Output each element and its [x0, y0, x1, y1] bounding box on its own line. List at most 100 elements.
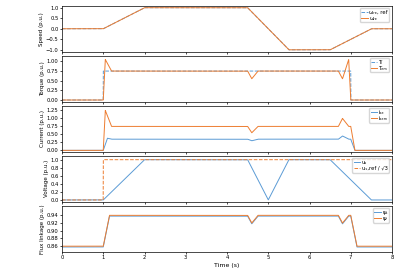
- ωᵣₑ: [363, 30, 368, 33]
- iₛₑ: [363, 149, 368, 152]
- Line: ψᵣ: ψᵣ: [62, 215, 392, 246]
- uₛ,ref / √3: [198, 158, 203, 161]
- iₛₑ: [299, 137, 304, 141]
- Line: iₛₑₘ: iₛₑₘ: [62, 111, 392, 150]
- uₛ,ref / √3: [201, 158, 206, 161]
- ωᵣₑ, ref: [198, 6, 203, 10]
- Tₑₘ: [380, 98, 384, 102]
- Y-axis label: Torque (p.u.): Torque (p.u.): [40, 61, 45, 96]
- Tₗ: [60, 98, 64, 102]
- Tₗ: [101, 69, 106, 73]
- Legend: iₛₑ, iₛₑₘ: iₛₑ, iₛₑₘ: [369, 108, 389, 123]
- ωᵣₑ, ref: [142, 6, 147, 10]
- uₛ,ref / √3: [216, 158, 221, 161]
- uₛ: [390, 198, 394, 202]
- iₛₑ: [60, 149, 64, 152]
- iₛₑₘ: [380, 149, 384, 152]
- Legend: uₛ, uₛ,ref / √3: uₛ, uₛ,ref / √3: [352, 158, 389, 172]
- ψₛ: [300, 214, 304, 218]
- ωᵣₑ, ref: [363, 30, 368, 33]
- Line: Tₗ: Tₗ: [62, 71, 392, 100]
- uₛ: [363, 193, 368, 196]
- Line: Tₑₘ: Tₑₘ: [62, 60, 392, 100]
- uₛ: [216, 158, 221, 161]
- iₛₑ: [380, 149, 384, 152]
- Tₗ: [363, 98, 368, 102]
- ψᵣ: [198, 214, 203, 217]
- Tₑₘ: [60, 98, 64, 102]
- ψₛ: [201, 214, 206, 218]
- iₛₑ: [198, 137, 203, 141]
- ωᵣₑ, ref: [201, 6, 206, 10]
- Y-axis label: Current (p.u.): Current (p.u.): [40, 110, 45, 147]
- Line: ψₛ: ψₛ: [62, 216, 392, 247]
- iₛₑ: [340, 134, 345, 138]
- ψᵣ: [216, 214, 221, 217]
- Y-axis label: Voltage (p.u.): Voltage (p.u.): [44, 160, 49, 197]
- iₛₑₘ: [390, 149, 394, 152]
- uₛ: [198, 158, 203, 161]
- ψᵣ: [380, 244, 384, 248]
- iₛₑₘ: [198, 125, 203, 128]
- Tₗ: [198, 69, 203, 73]
- ωᵣₑ, ref: [286, 48, 291, 52]
- uₛ: [60, 198, 64, 202]
- ψᵣ: [107, 214, 112, 217]
- Line: uₛ: uₛ: [62, 160, 392, 200]
- ψᵣ: [363, 244, 368, 248]
- Legend: ωᵣₑ, ref, ωᵣₑ: ωᵣₑ, ref, ωᵣₑ: [360, 8, 389, 22]
- Tₑₘ: [390, 98, 394, 102]
- ωᵣₑ: [142, 6, 147, 10]
- ωᵣₑ: [201, 6, 206, 10]
- Line: uₛ,ref / √3: uₛ,ref / √3: [62, 160, 392, 200]
- uₛ: [380, 198, 384, 202]
- ψₛ: [363, 245, 368, 249]
- ωᵣₑ: [198, 6, 203, 10]
- ωᵣₑ: [380, 27, 384, 31]
- Line: ωᵣₑ, ref: ωᵣₑ, ref: [62, 8, 392, 50]
- uₛ: [142, 158, 147, 161]
- ψₛ: [380, 245, 384, 249]
- ωᵣₑ, ref: [300, 48, 304, 52]
- X-axis label: Time (s): Time (s): [214, 263, 240, 268]
- ψᵣ: [201, 214, 206, 217]
- Tₗ: [216, 69, 221, 73]
- Tₑₘ: [198, 69, 203, 73]
- Tₑₘ: [103, 58, 108, 61]
- ψᵣ: [60, 244, 64, 248]
- Tₑₘ: [216, 69, 221, 73]
- ψₛ: [60, 245, 64, 249]
- ωᵣₑ, ref: [216, 6, 221, 10]
- Tₑₘ: [363, 98, 368, 102]
- Tₑₘ: [300, 69, 304, 73]
- uₛ,ref / √3: [363, 158, 368, 161]
- ψₛ: [390, 245, 394, 249]
- Y-axis label: Speed (p.u.): Speed (p.u.): [39, 12, 44, 46]
- ωᵣₑ, ref: [60, 27, 64, 31]
- uₛ: [300, 158, 304, 161]
- uₛ: [201, 158, 206, 161]
- Tₗ: [380, 98, 384, 102]
- Legend: Tₗ, Tₑₘ: Tₗ, Tₑₘ: [370, 58, 389, 73]
- iₛₑₘ: [103, 109, 108, 112]
- uₛ,ref / √3: [390, 158, 394, 161]
- Line: ωᵣₑ: ωᵣₑ: [62, 8, 392, 50]
- ωᵣₑ: [300, 48, 304, 52]
- ψᵣ: [300, 214, 304, 217]
- iₛₑₘ: [363, 149, 368, 152]
- Tₗ: [201, 69, 206, 73]
- iₛₑₘ: [60, 149, 64, 152]
- ωᵣₑ: [286, 48, 291, 52]
- ωᵣₑ, ref: [380, 27, 384, 31]
- iₛₑₘ: [216, 125, 221, 128]
- iₛₑ: [216, 137, 221, 141]
- ωᵣₑ: [390, 27, 394, 31]
- Tₗ: [300, 69, 304, 73]
- iₛₑ: [390, 149, 394, 152]
- iₛₑ: [201, 137, 206, 141]
- iₛₑₘ: [201, 125, 206, 128]
- Tₑₘ: [201, 69, 206, 73]
- uₛ,ref / √3: [60, 198, 64, 202]
- Y-axis label: Flux linkage (p.u.): Flux linkage (p.u.): [40, 204, 45, 254]
- ωᵣₑ: [216, 6, 221, 10]
